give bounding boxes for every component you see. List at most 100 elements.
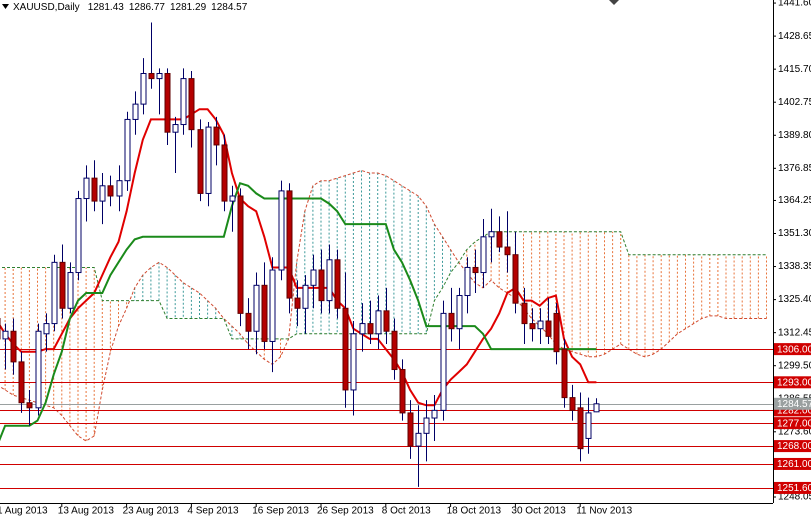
indicator-line — [0, 108, 597, 407]
candle-body — [188, 78, 195, 131]
level-label-box — [774, 481, 811, 494]
candle-body — [91, 177, 98, 202]
level-label-box — [774, 376, 811, 389]
candle-body — [2, 330, 9, 340]
candle-body — [237, 195, 244, 314]
candle-body — [124, 118, 131, 182]
candle-body — [18, 361, 25, 404]
candle-body — [67, 272, 74, 309]
x-tick-label: 16 Sep 2013 — [252, 506, 309, 517]
candle-body — [512, 254, 519, 304]
level-label: 1261.00 — [777, 459, 811, 470]
candle-body — [504, 246, 511, 256]
candle-body — [51, 261, 58, 325]
candle-body — [480, 236, 487, 274]
x-tick-label: 26 Sep 2013 — [317, 506, 374, 517]
ohlc-low: 1281.29 — [170, 2, 207, 13]
current-price-box — [774, 397, 811, 410]
candle-body — [35, 330, 42, 409]
y-tick-label: 1338.35 — [778, 261, 811, 272]
x-tick-label: 13 Aug 2013 — [58, 506, 115, 517]
candle-body — [229, 195, 236, 202]
candle-body — [197, 129, 204, 194]
plot-area — [0, 22, 773, 489]
candle-body — [415, 432, 422, 447]
candle-body — [367, 323, 374, 335]
candle-body — [310, 269, 317, 286]
level-label-box — [774, 343, 811, 356]
candle-body — [245, 312, 252, 332]
candle-body — [213, 126, 220, 146]
y-tick-label: 1248.05 — [778, 492, 811, 503]
span-b-line — [0, 231, 767, 340]
candle-body — [350, 333, 357, 391]
candle-body — [253, 284, 260, 332]
y-tick-label: 1351.30 — [778, 228, 811, 239]
candle-body — [431, 409, 438, 419]
candle-body — [269, 269, 276, 342]
level-label: 1277.00 — [777, 418, 811, 429]
candle-body — [59, 261, 66, 309]
x-tick-label: 30 Oct 2013 — [511, 506, 566, 517]
shift-marker — [609, 0, 619, 5]
candle-body — [43, 323, 50, 335]
x-tick-label: 1 Aug 2013 — [0, 506, 48, 517]
candle-body — [75, 198, 82, 274]
candle-body — [164, 72, 171, 133]
candle-body — [537, 320, 544, 330]
candle-body — [83, 177, 90, 200]
candle-body — [261, 284, 268, 342]
chart-title: XAUUSD,Daily — [13, 2, 80, 13]
chart-header: XAUUSD,Daily 1281.43 1286.77 1281.29 1284.57 — [13, 2, 248, 13]
candle-body — [205, 126, 212, 194]
candle-body — [326, 259, 333, 302]
y-tick-label: 1364.25 — [778, 195, 811, 206]
x-tick-label: 8 Oct 2013 — [382, 506, 431, 517]
candle-body — [496, 231, 503, 248]
candle-body — [148, 72, 155, 80]
level-label-box — [774, 457, 811, 470]
candle-body — [464, 266, 471, 297]
candle-body — [375, 310, 382, 335]
candle-body — [286, 190, 293, 299]
candle-body — [172, 124, 179, 133]
x-tick-label: 11 Nov 2013 — [576, 506, 632, 517]
ohlc-close: 1284.57 — [211, 2, 248, 13]
ohlc-open: 1281.43 — [88, 2, 125, 13]
candle-body — [391, 330, 398, 371]
candle-body — [521, 302, 528, 325]
x-tick-label: 4 Sep 2013 — [187, 506, 239, 517]
candle-body — [529, 323, 536, 330]
y-tick-label: 1325.40 — [778, 294, 811, 305]
candle-body — [423, 417, 430, 434]
level-label: 1282.00 — [777, 406, 811, 417]
candle-body — [359, 323, 366, 335]
level-label: 1268.00 — [777, 441, 811, 452]
level-label-box — [774, 440, 811, 453]
candle-body — [399, 369, 406, 414]
candle-body — [545, 320, 552, 337]
candle-body — [440, 312, 447, 411]
span-a-line — [0, 169, 767, 442]
candle-body — [294, 297, 301, 309]
candle-body — [278, 190, 285, 271]
y-tick-label: 1312.45 — [778, 327, 811, 338]
candle-body — [383, 310, 390, 332]
candle-body — [156, 72, 163, 80]
x-tick-label: 23 Aug 2013 — [123, 506, 180, 517]
y-tick-label: 1299.50 — [778, 360, 811, 371]
candle-body — [593, 403, 600, 413]
candle-body — [10, 330, 17, 363]
candle-body — [407, 412, 414, 447]
y-tick-label: 1402.75 — [778, 97, 811, 108]
candle-body — [140, 72, 147, 105]
candle-body — [342, 307, 349, 391]
y-tick-label: 1441.60 — [778, 0, 811, 9]
candle-body — [488, 231, 495, 238]
candle-body — [302, 284, 309, 309]
y-tick-label: 1376.85 — [778, 163, 811, 174]
level-label: 1251.60 — [777, 483, 811, 494]
candle-body — [585, 412, 592, 439]
